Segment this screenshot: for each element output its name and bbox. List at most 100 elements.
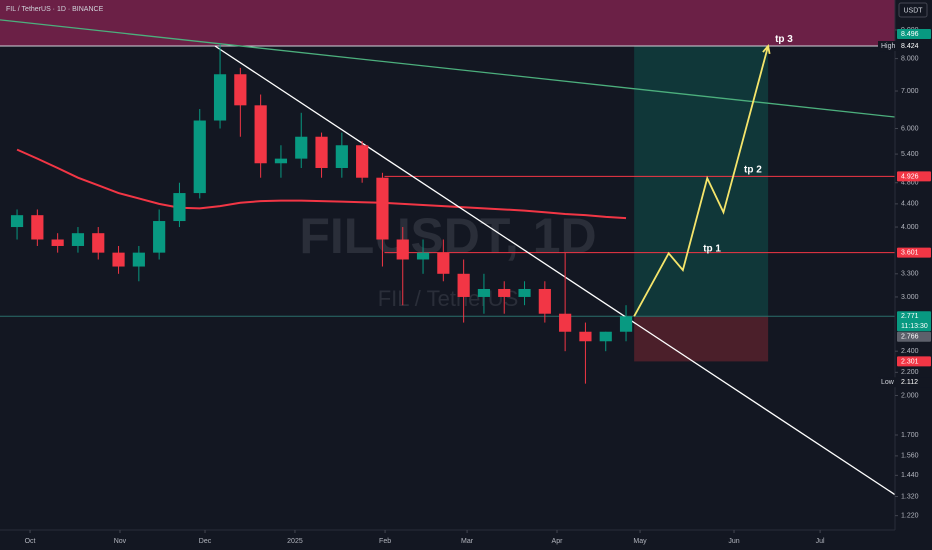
y-tick-label: 3.000 bbox=[901, 294, 919, 301]
candle-body bbox=[10, 215, 24, 228]
candle-body bbox=[559, 313, 572, 332]
candle-body bbox=[619, 316, 633, 332]
price-tag-caption: High bbox=[881, 43, 896, 50]
main-layer: tp 1 tp 2 tp 3 bbox=[0, 19, 896, 496]
y-tick-label: 5.400 bbox=[901, 151, 919, 158]
candle-body bbox=[193, 120, 206, 194]
x-tick-label: Oct bbox=[25, 538, 36, 545]
y-tick-label: 2.000 bbox=[901, 392, 919, 399]
price-tag bbox=[897, 356, 931, 367]
x-tick-label: Jul bbox=[816, 538, 825, 545]
moving-average bbox=[16, 148, 627, 220]
projection-arrowhead bbox=[762, 44, 771, 55]
candle-body bbox=[173, 193, 186, 222]
candle-body bbox=[335, 145, 348, 168]
price-tag-caption-box bbox=[878, 41, 896, 52]
price-tag-label: 8.496 bbox=[901, 31, 919, 38]
candle-body bbox=[538, 288, 551, 314]
price-axis bbox=[895, 0, 932, 550]
y-tick-label: 2.200 bbox=[901, 369, 919, 376]
y-tick-label: 4.400 bbox=[901, 201, 919, 208]
candle-body bbox=[254, 105, 267, 164]
y-tick-label: 1.440 bbox=[901, 472, 919, 479]
candle-body bbox=[213, 74, 227, 121]
candle-body bbox=[477, 288, 491, 297]
price-tag-label: 3.601 bbox=[901, 249, 919, 256]
candle-body bbox=[315, 136, 328, 168]
trendline bbox=[214, 45, 896, 496]
countdown-label: 11:13:30 bbox=[901, 323, 928, 330]
candle-body bbox=[457, 273, 470, 297]
stop-zone bbox=[634, 316, 769, 362]
candle-body bbox=[416, 252, 430, 260]
price-tag-caption-box bbox=[878, 377, 896, 388]
price-tag-label: 4.926 bbox=[901, 173, 919, 180]
candle-body bbox=[396, 239, 409, 260]
x-tick-label: May bbox=[633, 538, 647, 545]
candle-body bbox=[112, 252, 125, 267]
annotation: tp 2 bbox=[744, 165, 762, 176]
candle-body bbox=[234, 74, 247, 106]
y-tick-label: 1.560 bbox=[901, 453, 919, 460]
x-tick-label: Nov bbox=[114, 538, 127, 545]
target-zone bbox=[634, 46, 769, 317]
candle-body bbox=[498, 288, 511, 297]
y-tick-label: 4.000 bbox=[901, 224, 919, 231]
candle-body bbox=[599, 331, 612, 342]
price-tag-label: 2.766 bbox=[901, 334, 919, 341]
candle-body bbox=[579, 331, 592, 342]
currency-label[interactable]: USDT bbox=[903, 7, 923, 14]
price-tag-label: 8.424 bbox=[901, 43, 919, 50]
y-tick-label: 6.000 bbox=[901, 125, 919, 132]
price-tag-label: 2.301 bbox=[901, 358, 919, 365]
chart-title: FIL / TetherUS · 1D · BINANCE bbox=[6, 6, 104, 13]
watermark-name: FIL / TetherUS bbox=[378, 286, 519, 311]
x-tick-label: 2025 bbox=[287, 538, 303, 545]
price-tag bbox=[897, 171, 931, 182]
y-tick-label: 1.220 bbox=[901, 512, 919, 519]
candle-body bbox=[71, 233, 85, 246]
trendline bbox=[0, 19, 896, 118]
candle-body bbox=[356, 145, 369, 178]
annotation: tp 3 bbox=[775, 34, 793, 45]
y-tick-label: 2.400 bbox=[901, 348, 919, 355]
y-tick-label: 4.800 bbox=[901, 180, 919, 187]
candle-body bbox=[51, 239, 64, 246]
projection-path bbox=[633, 45, 769, 317]
price-tag bbox=[897, 41, 931, 52]
annotation: tp 1 bbox=[703, 243, 721, 254]
resistance-zone bbox=[0, 0, 895, 47]
y-tick-label: 3.300 bbox=[901, 271, 919, 278]
price-tag bbox=[897, 311, 931, 332]
price-tag-caption: Low bbox=[881, 379, 895, 386]
y-tick-label: 1.320 bbox=[901, 493, 919, 500]
currency-button[interactable] bbox=[898, 2, 928, 18]
y-tick-label: 8.000 bbox=[901, 55, 919, 62]
candle-body bbox=[132, 252, 145, 267]
price-tag bbox=[897, 28, 931, 39]
x-tick-label: Apr bbox=[552, 538, 564, 545]
candle-body bbox=[92, 233, 105, 253]
candle-body bbox=[376, 177, 389, 240]
candle-body bbox=[153, 221, 166, 253]
candle-body bbox=[437, 252, 450, 274]
candle-body bbox=[31, 215, 44, 240]
price-tag-label: 2.112 bbox=[901, 379, 918, 386]
x-tick-label: Mar bbox=[461, 538, 474, 545]
candle-body bbox=[274, 158, 288, 164]
x-tick-label: Feb bbox=[379, 538, 391, 545]
candle-body bbox=[518, 288, 531, 297]
price-tag bbox=[897, 331, 931, 342]
x-tick-label: Jun bbox=[728, 538, 739, 545]
candle-body bbox=[295, 136, 308, 159]
price-tag bbox=[897, 377, 931, 388]
price-tag bbox=[897, 247, 931, 258]
x-tick-label: Dec bbox=[199, 538, 212, 545]
price-tag-label: 2.771 bbox=[901, 313, 919, 320]
y-tick-label: 7.000 bbox=[901, 88, 919, 95]
y-tick-label: 1.700 bbox=[901, 432, 919, 439]
